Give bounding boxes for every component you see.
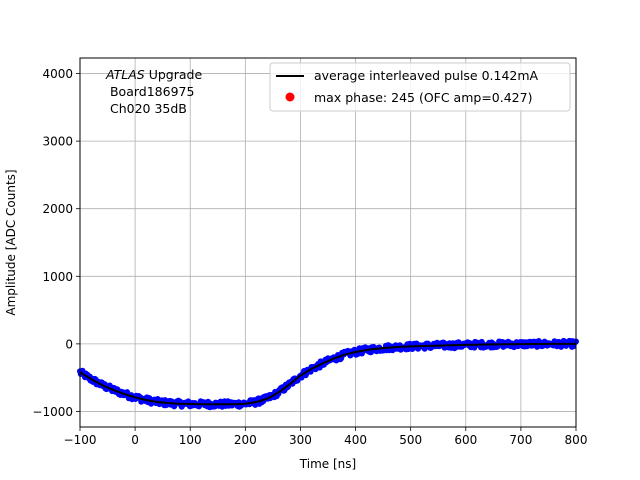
annotation-line-2: Board186975 [106, 84, 194, 99]
x-axis-ticks: −100 0 100 200 300 400 500 600 700 800 [64, 427, 588, 447]
x-tick-label: 600 [454, 433, 477, 447]
legend-label-average: average interleaved pulse 0.142mA [314, 68, 539, 83]
x-tick-label: 0 [131, 433, 139, 447]
y-axis-label: Amplitude [ADC Counts] [4, 169, 18, 315]
legend-label-max-phase: max phase: 245 (OFC amp=0.427) [314, 90, 532, 105]
annotation-line-1: ATLAS Upgrade [105, 67, 202, 82]
x-tick-label: 100 [179, 433, 202, 447]
y-tick-label: 1000 [42, 270, 73, 284]
annotation-upgrade: Upgrade [145, 67, 203, 82]
y-tick-label: 2000 [42, 202, 73, 216]
annotation-box: ATLAS Upgrade Board186975 Ch020 35dB [105, 67, 202, 116]
plot-frame [79, 57, 577, 428]
legend-box [269, 62, 571, 112]
legend: average interleaved pulse 0.142mA max ph… [269, 62, 571, 112]
x-tick-label: 700 [509, 433, 532, 447]
legend-marker-swatch [285, 92, 295, 102]
y-tick-label: 4000 [42, 67, 73, 81]
x-axis-label: Time [ns] [299, 457, 356, 471]
x-tick-label: −100 [64, 433, 97, 447]
annotation-line-3: Ch020 35dB [106, 101, 187, 116]
x-tick-label: 500 [399, 433, 422, 447]
x-tick-label: 200 [234, 433, 257, 447]
average-pulse-line [79, 342, 576, 406]
x-tick-label: 800 [565, 433, 588, 447]
x-tick-label: 400 [344, 433, 367, 447]
x-tick-label: 300 [289, 433, 312, 447]
annotation-atlas: ATLAS [105, 67, 145, 82]
y-tick-label: 3000 [42, 135, 73, 149]
y-tick-label: −1000 [32, 405, 73, 419]
y-tick-label: 0 [65, 337, 73, 351]
y-axis-ticks: −1000 0 1000 2000 3000 4000 [32, 67, 80, 419]
